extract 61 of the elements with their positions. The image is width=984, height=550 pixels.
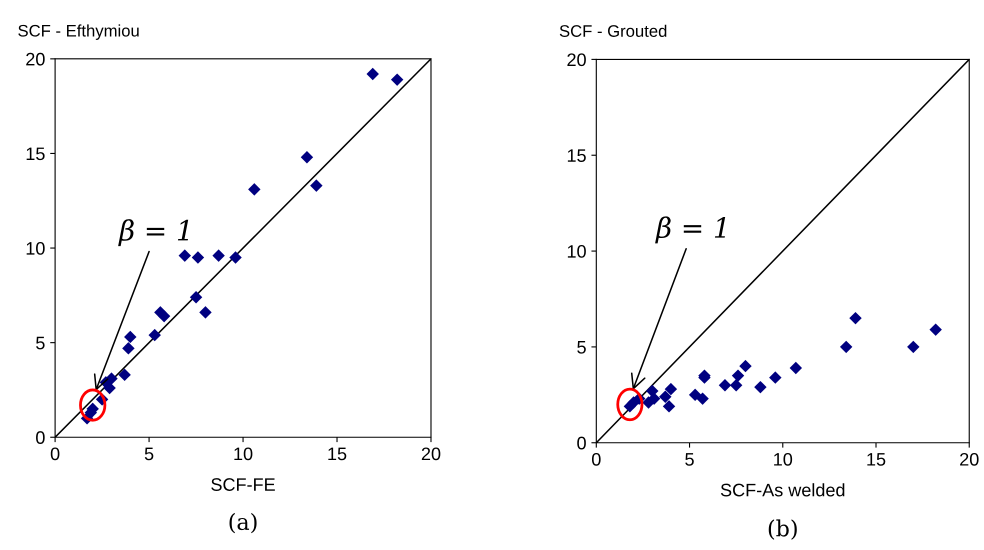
- point: [199, 306, 212, 319]
- point: [310, 179, 323, 192]
- point: [739, 360, 752, 372]
- y-tick-label: 10: [568, 245, 586, 258]
- annotation: β = 1: [118, 219, 188, 246]
- point: [248, 183, 261, 196]
- point: [148, 328, 161, 342]
- y-tick-label: 5: [577, 341, 586, 354]
- x-tick-label: 20: [422, 447, 440, 460]
- y-tick-label: 5: [36, 336, 45, 350]
- text: (a): [230, 512, 257, 534]
- y-tick-label: 10: [26, 242, 45, 255]
- point: [390, 73, 404, 86]
- x-tick-label: 15: [328, 448, 346, 460]
- y-axis-title: SCF - Efthymiou: [18, 24, 139, 40]
- point: [769, 371, 782, 384]
- x-axis-title: SCF-As welded: [720, 483, 844, 496]
- y-tick-label: 20: [26, 52, 45, 66]
- point: [730, 379, 742, 392]
- point: [732, 369, 744, 382]
- y-tick-label: 15: [26, 148, 45, 160]
- x-tick-label: 5: [685, 453, 694, 466]
- annotation: β = 1: [655, 216, 726, 244]
- y-tick-label: 15: [568, 149, 586, 162]
- text: (b): [768, 519, 797, 540]
- x-tick-label: 15: [867, 453, 886, 466]
- x-tick-label: 10: [234, 447, 252, 460]
- point: [190, 291, 202, 304]
- y-tick-label: 0: [36, 431, 45, 444]
- point: [688, 388, 702, 402]
- point: [118, 368, 131, 382]
- point: [229, 251, 242, 264]
- point: [929, 323, 942, 336]
- y-tick-label: 20: [567, 53, 586, 66]
- point: [212, 249, 225, 262]
- point: [158, 310, 170, 322]
- point: [696, 392, 709, 405]
- point: [124, 330, 136, 344]
- point: [907, 340, 920, 354]
- x-tick-label: 10: [774, 452, 792, 466]
- point: [659, 390, 672, 403]
- point: [718, 379, 732, 392]
- x-tick-label: 0: [592, 452, 601, 466]
- point: [754, 380, 767, 394]
- point: [642, 396, 655, 409]
- y-tick-label: 0: [577, 436, 586, 450]
- point: [849, 312, 862, 324]
- point: [178, 249, 191, 262]
- point: [366, 68, 379, 80]
- point: [300, 151, 314, 164]
- x-tick-label: 0: [50, 447, 60, 460]
- point: [840, 340, 852, 354]
- x-tick-label: 20: [960, 452, 979, 466]
- point: [790, 362, 802, 374]
- point: [662, 400, 676, 413]
- point: [122, 342, 135, 355]
- point: [664, 382, 678, 396]
- x-axis-title: SCF-FE: [211, 478, 275, 491]
- x-tick-label: 5: [144, 448, 154, 460]
- point: [192, 251, 204, 264]
- y-axis-title: SCF - Grouted: [560, 24, 666, 37]
